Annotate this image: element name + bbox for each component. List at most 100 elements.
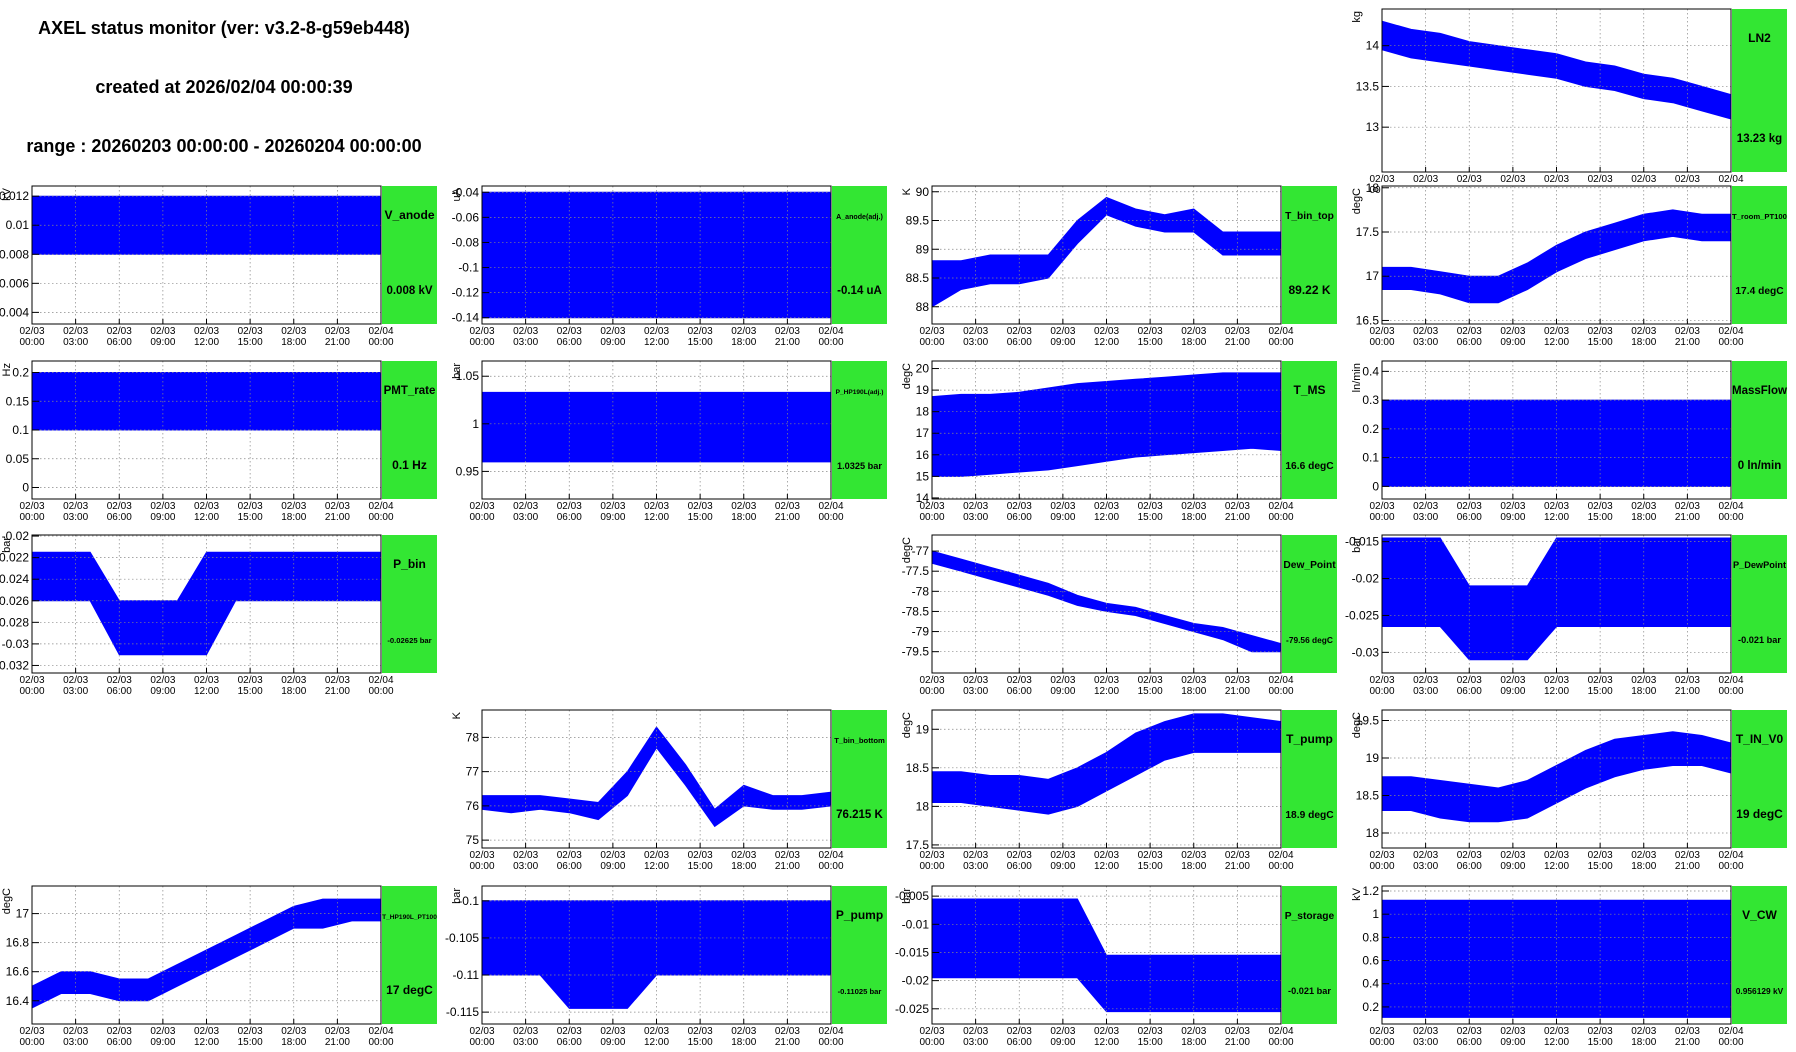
box-title: LN2 — [1748, 31, 1771, 45]
y-tick-label: 16 — [916, 448, 930, 462]
plot-border — [481, 185, 832, 325]
plot-border — [931, 185, 1282, 325]
y-tick-label: 0.004 — [0, 305, 29, 319]
box-reading: -0.021 bar — [1288, 986, 1331, 996]
y-tick-label: 15 — [916, 469, 930, 483]
y-unit: degC — [1351, 188, 1363, 214]
box-title: P_pump — [836, 908, 883, 922]
y-tick-label: -0.105 — [445, 931, 479, 945]
plot-border — [31, 185, 382, 325]
plot-border — [1381, 8, 1732, 173]
y-tick-label: 16.5 — [1356, 313, 1380, 327]
y-unit: bar — [901, 888, 913, 904]
y-tick-label: -0.015 — [1345, 535, 1379, 549]
box-title: T_room_PT100 — [1732, 212, 1787, 221]
plot-border — [931, 534, 1282, 674]
status-box — [1732, 9, 1787, 172]
y-tick-label: -0.1 — [458, 261, 479, 275]
y-tick-label: -0.025 — [1345, 608, 1379, 622]
box-title: T_IN_V0 — [1736, 732, 1784, 746]
box-reading: -0.021 bar — [1738, 635, 1781, 645]
y-tick-label: 0 — [1372, 479, 1379, 493]
y-tick-label: 16.8 — [6, 936, 30, 950]
box-title: PMT_rate — [384, 385, 436, 397]
y-tick-label: 77 — [466, 765, 480, 779]
y-tick-label: 0.1 — [1362, 451, 1379, 465]
box-reading: -0.11025 bar — [838, 987, 882, 996]
plot-border — [1381, 534, 1732, 674]
y-unit: degC — [901, 537, 913, 563]
y-tick-label: 0.6 — [1362, 954, 1379, 968]
time-range: range : 20260203 00:00:00 - 20260204 00:… — [26, 136, 421, 156]
y-tick-label: -0.025 — [895, 1002, 929, 1016]
y-tick-label: 19 — [916, 722, 930, 736]
y-tick-label: 13.5 — [1356, 79, 1380, 93]
y-tick-label: -0.022 — [0, 551, 29, 565]
y-unit: bar — [451, 888, 463, 904]
box-reading: 16.6 degC — [1285, 461, 1334, 472]
status-box — [382, 535, 437, 673]
plot-border — [31, 534, 382, 674]
y-unit: uA — [451, 187, 463, 201]
y-tick-label: 1.05 — [456, 369, 480, 383]
y-unit: bar — [1, 537, 13, 553]
box-reading: 76.215 K — [836, 809, 883, 821]
y-tick-label: 18.5 — [1356, 789, 1380, 803]
y-tick-label: -0.04 — [452, 185, 480, 199]
plot-border — [481, 885, 832, 1025]
y-unit: bar — [1351, 537, 1363, 553]
y-tick-label: 19 — [1366, 751, 1380, 765]
status-box — [1282, 886, 1337, 1024]
y-tick-label: 1 — [1372, 907, 1379, 921]
y-unit: kg — [1351, 11, 1363, 23]
panel: 02/0300:0002/0303:0002/0306:0002/0309:00… — [1351, 8, 1787, 196]
box-title: MassFlow — [1732, 385, 1787, 397]
